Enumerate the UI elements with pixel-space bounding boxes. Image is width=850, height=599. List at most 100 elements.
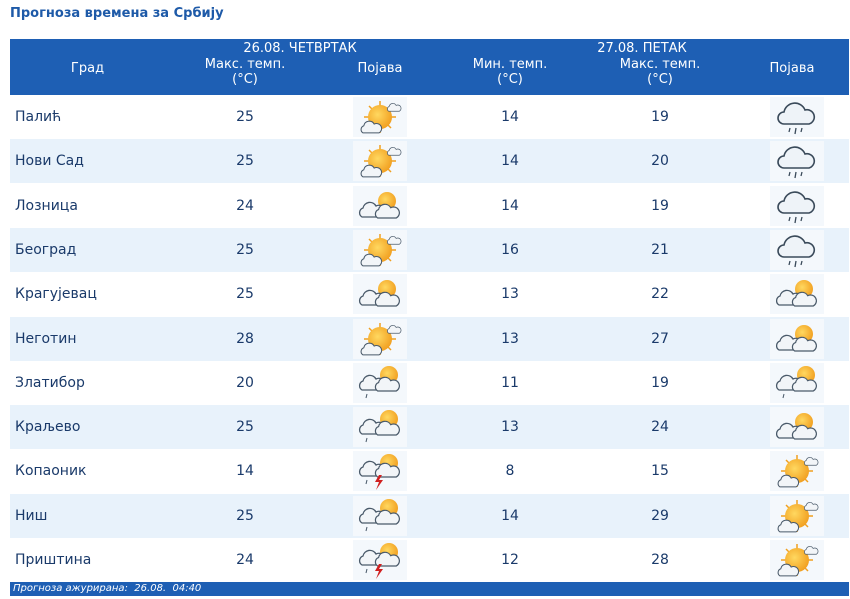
- column-unit: (°C): [497, 72, 523, 87]
- city: Краљево: [15, 419, 81, 436]
- table-row: Палић 25 14 19: [10, 95, 849, 139]
- max-temp: 24: [236, 552, 254, 568]
- weather-icon: [353, 407, 407, 448]
- min-temp: 8: [505, 463, 515, 480]
- min-temp: 13: [501, 419, 519, 436]
- icon: [353, 141, 407, 181]
- day-label: 26.08. ЧЕТВРТАК: [243, 41, 357, 56]
- icon: [770, 496, 824, 536]
- city: Ниш: [15, 507, 48, 524]
- icon: [353, 230, 407, 270]
- min-temp: 13: [501, 330, 519, 347]
- table-row: Лозница 24 14 19: [10, 184, 849, 228]
- table-header: 26.08. ЧЕТВРТАК 27.08. ПЕТАК Град Макс. т…: [10, 39, 849, 95]
- table-row: Копаоник 14 8 15: [10, 449, 849, 493]
- column-unit: (°C): [647, 72, 673, 87]
- city: Неготин: [15, 330, 77, 347]
- title: Прогноза времена за Србију: [10, 6, 224, 21]
- min-temp: 13: [501, 286, 519, 303]
- weather-icon: [353, 318, 407, 359]
- max-temp: 25: [236, 241, 254, 258]
- day-label: 27.08. ПЕТАК: [597, 41, 687, 56]
- weather-icon: [353, 274, 407, 315]
- min-temp: 11: [501, 374, 519, 391]
- max-temp: 25: [236, 153, 254, 170]
- max-temp: 22: [651, 286, 669, 303]
- weather-icon: [353, 229, 407, 270]
- max-temp: 20: [236, 374, 254, 391]
- max-temp: 28: [651, 552, 669, 568]
- icon: [353, 540, 407, 580]
- icon: [353, 319, 407, 359]
- min-temp: 14: [501, 109, 519, 125]
- city: Београд: [15, 241, 77, 258]
- weather-icon: [353, 495, 407, 536]
- weather-icon: [770, 318, 824, 359]
- footer-label: Прогноза ажурирана:: [13, 583, 128, 594]
- column-header: Појава: [769, 61, 815, 76]
- icon: [353, 363, 407, 403]
- icon: [770, 230, 824, 270]
- max-temp: 14: [236, 463, 254, 480]
- weather-icon: [353, 141, 407, 182]
- icon: [353, 274, 407, 314]
- city: Златибор: [15, 374, 85, 391]
- icon: [770, 363, 824, 403]
- footer: Прогноза ажурирана: 26.08. 04:40: [10, 582, 849, 596]
- weather-icon: [770, 229, 824, 270]
- icon: [353, 97, 407, 137]
- max-temp: 24: [651, 419, 669, 436]
- icon: [353, 407, 407, 447]
- max-temp: 27: [651, 330, 669, 347]
- column-header: Појава: [357, 61, 403, 76]
- table-row: Краљево 25 13 24: [10, 405, 849, 450]
- city: Приштина: [15, 552, 92, 568]
- weather-icon: [770, 274, 824, 315]
- max-temp: 25: [236, 419, 254, 436]
- weather-icon: [770, 185, 824, 226]
- max-temp: 25: [236, 507, 254, 524]
- min-temp: 16: [501, 241, 519, 258]
- city: Лозница: [15, 197, 78, 214]
- icon: [770, 186, 824, 226]
- max-temp: 29: [651, 507, 669, 524]
- max-temp: 25: [236, 286, 254, 303]
- weather-icon: [770, 362, 824, 403]
- icon: [770, 97, 824, 137]
- max-temp: 21: [651, 241, 669, 258]
- max-temp: 15: [651, 463, 669, 480]
- weather-icon: [770, 97, 824, 137]
- icon: [353, 496, 407, 536]
- city: Крагујевац: [15, 286, 97, 303]
- weather-icon: [353, 362, 407, 403]
- max-temp: 19: [651, 374, 669, 391]
- max-temp: 28: [236, 330, 254, 347]
- icon: [770, 540, 824, 580]
- weather-icon: [770, 141, 824, 182]
- column-header: Мин. темп.: [472, 57, 548, 72]
- icon: [770, 319, 824, 359]
- footer-date: 26.08.: [134, 583, 167, 594]
- table-row: Београд 25 16 21: [10, 227, 849, 272]
- table-row: Неготин 28 13 27: [10, 316, 849, 361]
- weather-icon: [770, 407, 824, 448]
- icon: [353, 186, 407, 226]
- table-row: Крагујевац 25 13 22: [10, 272, 849, 316]
- weather-icon: [770, 540, 824, 580]
- icon: [770, 274, 824, 314]
- column-header: Град: [70, 61, 105, 76]
- weather-icon: [770, 451, 824, 492]
- weather-icon: [353, 451, 407, 492]
- icon: [770, 407, 824, 447]
- weather-icon: [353, 540, 407, 580]
- max-temp: 19: [651, 109, 669, 125]
- column-unit: (°C): [232, 72, 258, 87]
- min-temp: 12: [501, 552, 519, 568]
- table-row: Приштина 24 12 28: [10, 538, 849, 582]
- icon: [353, 451, 407, 491]
- weather-icon: [353, 185, 407, 226]
- column-header: Макс. темп.: [619, 57, 701, 72]
- table-row: Златибор 20 11 19: [10, 361, 849, 405]
- min-temp: 14: [501, 153, 519, 170]
